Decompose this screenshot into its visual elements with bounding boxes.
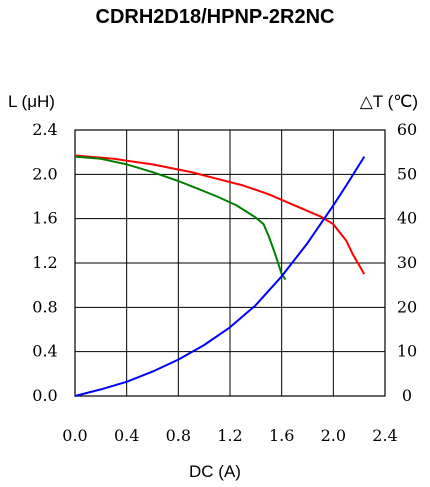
series-line-3 xyxy=(74,156,366,397)
y-left-tick-label: 1.2 xyxy=(32,253,57,272)
y-left-tick-label: 0.8 xyxy=(32,297,57,316)
y-right-tick-label: 20 xyxy=(397,297,417,316)
y-axis-left-label: L (μH) xyxy=(8,92,55,111)
x-axis-label: DC (A) xyxy=(189,462,241,481)
series-line-1 xyxy=(74,154,366,275)
y-right-tick-label: 0 xyxy=(402,386,412,405)
chart-title: CDRH2D18/HPNP-2R2NC xyxy=(95,6,335,28)
x-tick-label: 2.0 xyxy=(321,426,346,445)
y-right-tick-label: 50 xyxy=(397,164,417,183)
x-tick-label: 1.6 xyxy=(269,426,294,445)
y-right-tick-label: 40 xyxy=(397,209,417,228)
y-right-tick-label: 10 xyxy=(397,342,417,361)
y-left-tick-label: 0.0 xyxy=(32,386,57,405)
y-left-tick-label: 1.6 xyxy=(32,209,57,228)
x-tick-label: 0.0 xyxy=(62,426,87,445)
x-tick-label: 1.2 xyxy=(217,426,242,445)
x-tick-label: 0.4 xyxy=(114,426,139,445)
y-right-tick-label: 60 xyxy=(397,120,417,139)
y-right-tick-label: 30 xyxy=(397,253,417,272)
x-tick-label: 0.8 xyxy=(166,426,191,445)
y-axis-right-label: △T (℃) xyxy=(359,92,418,111)
y-left-tick-label: 2.0 xyxy=(32,164,57,183)
x-tick-label: 2.4 xyxy=(372,426,397,445)
y-left-tick-label: 0.4 xyxy=(32,342,57,361)
plot-frame xyxy=(74,129,386,397)
y-left-tick-label: 2.4 xyxy=(32,120,57,139)
series-line-2 xyxy=(74,155,287,281)
